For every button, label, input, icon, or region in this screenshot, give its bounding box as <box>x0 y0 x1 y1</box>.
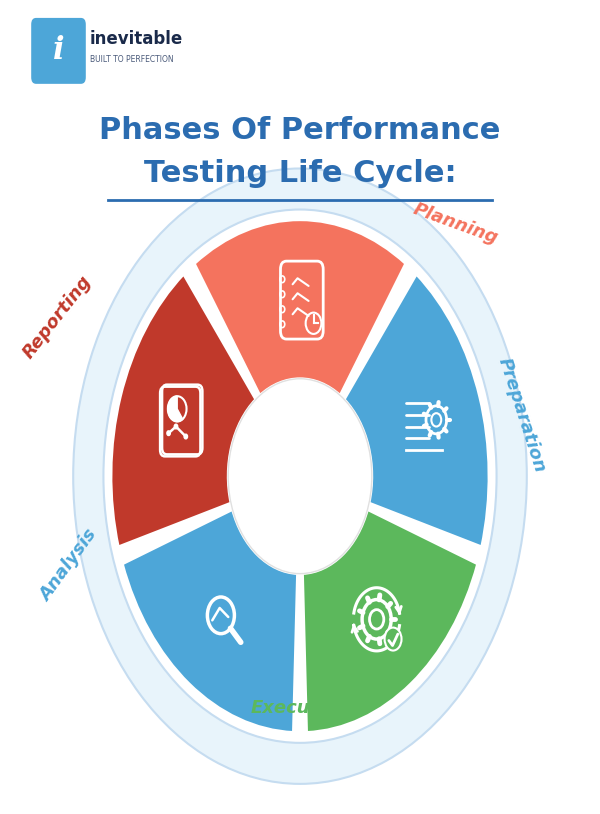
Text: Phases Of Performance: Phases Of Performance <box>100 116 500 145</box>
Wedge shape <box>302 510 478 733</box>
Wedge shape <box>194 220 406 396</box>
Text: i: i <box>53 35 64 66</box>
Text: Preparation: Preparation <box>495 356 549 475</box>
Text: Reporting: Reporting <box>19 273 95 362</box>
FancyBboxPatch shape <box>31 18 86 84</box>
Wedge shape <box>111 274 256 547</box>
Text: inevitable: inevitable <box>90 30 183 48</box>
Wedge shape <box>73 168 527 784</box>
Circle shape <box>228 379 372 574</box>
Text: Testing Life Cycle:: Testing Life Cycle: <box>143 159 457 188</box>
Circle shape <box>174 424 178 429</box>
Circle shape <box>184 434 188 439</box>
Text: Planning: Planning <box>411 200 501 247</box>
Text: Analysis: Analysis <box>37 527 101 605</box>
Wedge shape <box>344 274 489 547</box>
Polygon shape <box>168 396 182 422</box>
Text: Execution: Execution <box>250 699 350 717</box>
Circle shape <box>385 628 401 650</box>
Circle shape <box>167 431 170 435</box>
Wedge shape <box>122 510 298 733</box>
Text: BUILT TO PERFECTION: BUILT TO PERFECTION <box>90 55 173 64</box>
